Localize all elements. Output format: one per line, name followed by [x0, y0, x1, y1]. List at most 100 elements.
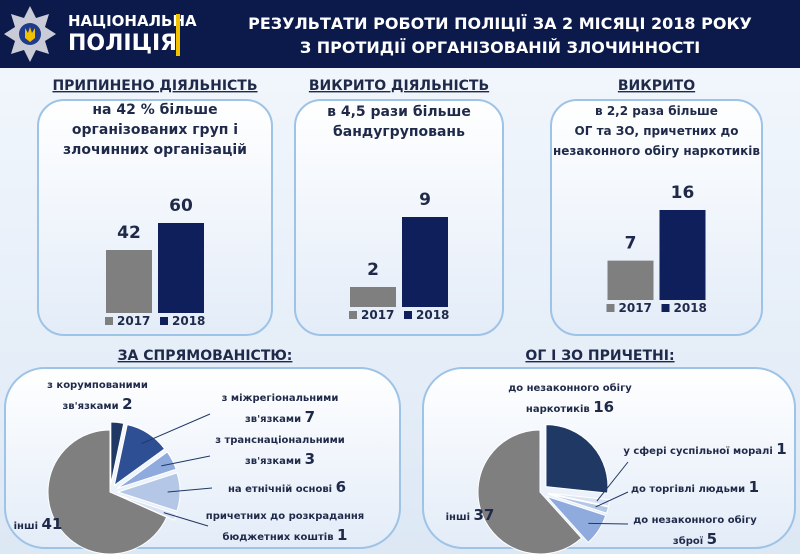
pie-category: інші [445, 512, 471, 523]
legend-label: 2018 [172, 314, 205, 328]
legend-swatch [349, 311, 357, 319]
pie-label: з транснаціональними зв'язками 3 [205, 432, 355, 471]
panel-subtitle: в 4,5 рази більше [327, 104, 471, 120]
panel-subtitle: ОГ та ЗО, причетних до [574, 124, 739, 138]
legend-swatch [606, 304, 615, 312]
pie-label: інші 41 [8, 515, 68, 536]
pie-slice [117, 494, 178, 521]
bar [402, 217, 448, 307]
pie-value: 1 [337, 526, 348, 544]
logo-divider [176, 14, 180, 56]
pie-label: до незаконного обігу наркотиків 16 [480, 380, 660, 419]
bar-value: 42 [117, 223, 141, 243]
page-title: З ПРОТИДІЇ ОРГАНІЗОВАНІЙ ЗЛОЧИННОСТІ [300, 38, 700, 57]
pie-slice [545, 424, 609, 494]
pie-value: 2 [122, 395, 133, 413]
bar-value: 7 [625, 234, 637, 254]
panel-subtitle: організованих груп і [71, 122, 239, 138]
pie-value: 6 [335, 478, 346, 496]
legend-swatch [404, 311, 412, 319]
legend-label: 2018 [416, 308, 449, 322]
panel-subtitle: на 42 % більше [92, 102, 218, 118]
panel-subtitle: злочинних організацій [63, 142, 247, 158]
pie-category: до торгівлі людьми [630, 484, 746, 495]
bar [350, 287, 396, 307]
leader-line [167, 487, 213, 493]
leader-line [596, 461, 629, 502]
pie-category: інші [13, 521, 39, 532]
panel-title: ОГ І ЗО ПРИЧЕТНІ: [525, 348, 674, 364]
bar [106, 250, 152, 313]
panel-title: ВИКРИТО ДІЯЛЬНІСТЬ [309, 78, 489, 94]
legend-swatch [160, 317, 168, 325]
logo-trident [25, 27, 35, 42]
panel-title: ЗА СПРЯМОВАНІСТЮ: [118, 348, 293, 364]
leader-line [163, 512, 209, 527]
page-title: РЕЗУЛЬТАТИ РОБОТИ ПОЛІЦІЇ ЗА 2 МІСЯЦІ 20… [248, 14, 752, 33]
pie-label: до незаконного обігу зброї 5 [620, 512, 770, 551]
panel [294, 99, 504, 336]
pie-category: з міжрегіональними зв'язками [221, 393, 339, 425]
panel-subtitle: бандугруповань [333, 124, 465, 140]
bar [659, 210, 706, 300]
pie-slice [116, 472, 181, 512]
pie-value: 3 [304, 450, 316, 468]
pie-value: 41 [41, 515, 63, 533]
pie-label: інші 37 [440, 506, 500, 527]
pie-label: у сфері суспільної моралі 1 [620, 440, 790, 461]
bar [607, 260, 654, 300]
bar [158, 223, 204, 313]
pie-slice [116, 451, 177, 489]
pie-value: 37 [473, 506, 495, 524]
pie-slice [477, 429, 583, 554]
panel-subtitle: в 2,2 раза більше [595, 104, 718, 118]
pie-value: 1 [748, 478, 759, 496]
pie-category: з корумпованими зв'язками [47, 380, 148, 412]
legend-label: 2017 [361, 308, 394, 322]
panel-title: ВИКРИТО [618, 78, 695, 94]
pie-label: з корумпованими зв'язками 2 [40, 377, 155, 416]
pie-label: причетних до розкрадання бюджетних кошті… [200, 508, 370, 547]
pie-category: до незаконного обігу наркотиків [508, 383, 632, 415]
panel-title: ПРИПИНЕНО ДІЯЛЬНІСТЬ [52, 78, 257, 94]
header-band [0, 0, 800, 68]
pie-value: 16 [593, 398, 615, 416]
pie-value: 7 [304, 408, 316, 426]
bar-value: 2 [367, 260, 379, 280]
legend-swatch [661, 304, 670, 312]
pie-slice [110, 421, 125, 485]
pie-category: на етнічній основі [228, 484, 333, 495]
legend-swatch [105, 317, 113, 325]
bar-value: 9 [419, 190, 431, 210]
pie-value: 1 [776, 440, 787, 458]
legend-label: 2017 [619, 301, 652, 315]
pie-slice [545, 495, 607, 544]
leader-line [588, 522, 629, 525]
pie-label: до торгівлі людьми 1 [620, 478, 770, 499]
panel [37, 99, 273, 336]
pie-value: 5 [706, 530, 718, 548]
pie-slice [547, 492, 611, 507]
pie-label: на етнічній основі 6 [212, 478, 362, 499]
pie-category: до незаконного обігу зброї [633, 515, 757, 547]
pie-category: причетних до розкрадання бюджетних кошті… [205, 511, 365, 543]
bar-value: 60 [169, 196, 193, 216]
logo-text: ПОЛІЦІЯ [68, 31, 177, 56]
pie-slice [47, 429, 168, 554]
leader-line [595, 491, 629, 508]
pie-slice [547, 493, 609, 514]
leader-line [141, 413, 211, 445]
leader-line [161, 455, 211, 467]
panel [550, 99, 763, 336]
pie-category: у сфері суспільної моралі [623, 446, 773, 457]
legend-label: 2017 [117, 314, 150, 328]
pie-label: з міжрегіональними зв'язками 7 [205, 390, 355, 429]
bar-value: 16 [671, 183, 695, 203]
legend-label: 2018 [674, 301, 707, 315]
pie-category: з транснаціональними зв'язками [215, 435, 345, 467]
logo-text: НАЦІОНАЛЬНА [68, 12, 197, 30]
pie-slice [113, 424, 166, 487]
panel-subtitle: незаконного обігу наркотиків [553, 144, 760, 158]
